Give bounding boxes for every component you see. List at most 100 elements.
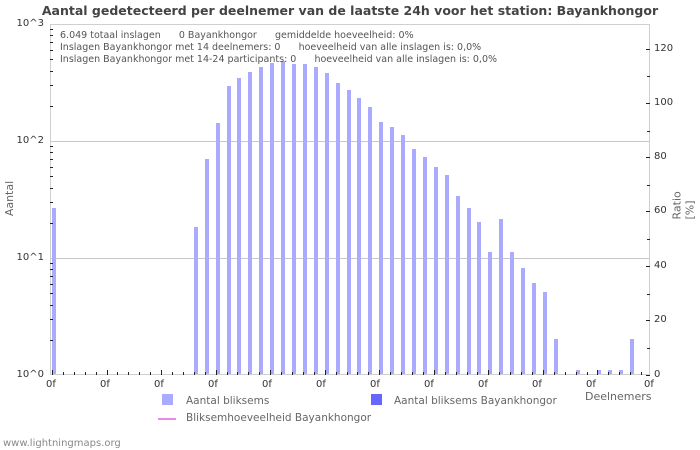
y-minor-tick	[50, 50, 53, 51]
x-tick	[84, 372, 86, 375]
x-tick	[586, 372, 588, 375]
x-tick	[597, 370, 599, 375]
y-minor-tick	[50, 263, 53, 264]
bar	[270, 63, 275, 374]
bar	[390, 127, 395, 374]
x-tick	[281, 372, 283, 375]
bar	[597, 370, 602, 374]
x-tick	[215, 370, 217, 375]
bar	[466, 208, 471, 374]
bar	[193, 227, 198, 374]
bar	[357, 98, 362, 374]
x-tick	[390, 372, 392, 375]
x-tick	[62, 372, 64, 375]
x-tick	[412, 372, 413, 375]
x-tick-label: 0f	[370, 379, 380, 390]
legend-label-bliksemhoeveelheid: Bliksemhoeveelheid Bayankhongor	[186, 412, 372, 424]
y-right-minor-tick	[647, 294, 650, 295]
y-minor-tick	[50, 176, 53, 177]
bar	[608, 370, 613, 374]
bar	[433, 166, 438, 374]
bar	[281, 60, 286, 374]
x-tick	[630, 372, 632, 375]
bar	[510, 252, 515, 374]
x-tick	[52, 370, 53, 375]
y-right-minor-tick	[647, 239, 650, 240]
y-right-tick-label: 40	[654, 260, 667, 271]
y-right-tick	[646, 157, 650, 158]
x-tick	[313, 372, 315, 375]
x-tick-label: 0f	[644, 379, 654, 390]
y-minor-tick	[50, 146, 53, 147]
x-tick	[542, 370, 544, 375]
x-axis-title: Deelnemers	[585, 390, 652, 403]
legend-swatch-aantal-bliksems-station	[371, 394, 382, 405]
y-tick-label: 10^0	[16, 369, 44, 380]
x-tick	[237, 372, 239, 375]
y-right-tick	[646, 375, 650, 376]
x-tick	[73, 372, 75, 375]
x-tick	[292, 372, 293, 375]
footer-site-link[interactable]: www.lightningmaps.org	[3, 438, 121, 449]
x-tick	[172, 372, 173, 375]
legend-label-aantal-bliksems-station: Aantal bliksems Bayankhongor	[394, 395, 557, 407]
y-minor-tick	[50, 293, 53, 294]
x-tick	[117, 372, 119, 375]
x-tick-label: 0f	[208, 379, 218, 390]
x-tick-label: 0f	[100, 379, 110, 390]
bar	[335, 83, 340, 374]
x-tick	[444, 372, 446, 375]
bar-series	[51, 25, 649, 374]
x-tick	[248, 372, 250, 375]
bar	[455, 196, 460, 374]
y-axis-title: Aantal	[3, 180, 17, 217]
stats-line-2: Inslagen Bayankhongor met 14 deelnemers:…	[60, 42, 482, 53]
x-tick-label: 0f	[586, 379, 596, 390]
y-minor-tick	[50, 223, 53, 224]
y-right-tick-label: 80	[654, 151, 667, 162]
x-tick	[499, 372, 501, 375]
y-minor-tick	[50, 85, 53, 86]
y-minor-tick	[50, 305, 53, 306]
x-tick	[335, 372, 337, 375]
x-tick	[510, 372, 512, 375]
bar	[499, 219, 504, 374]
x-tick	[466, 372, 468, 375]
y-right-minor-tick	[647, 185, 650, 186]
y-minor-tick	[50, 340, 53, 341]
bar	[215, 122, 220, 374]
stats-line-3: Inslagen Bayankhongor met 14-24 particip…	[60, 54, 498, 65]
x-tick	[193, 372, 195, 375]
y-tick-label: 10^3	[16, 18, 44, 29]
x-tick-label: 0f	[316, 379, 326, 390]
bar	[412, 148, 416, 374]
bar	[488, 252, 493, 374]
bar	[575, 370, 580, 374]
y-minor-tick	[50, 319, 53, 320]
x-tick	[608, 372, 610, 375]
bar	[401, 135, 406, 374]
y-right-tick-label: 120	[654, 43, 674, 54]
bar	[630, 338, 635, 374]
y-right-minor-tick	[647, 131, 650, 132]
x-tick	[553, 372, 555, 375]
bar	[553, 338, 558, 374]
legend-label-aantal-bliksems: Aantal bliksems	[186, 395, 270, 407]
y-minor-tick	[50, 71, 53, 72]
x-tick-label: 0f	[262, 379, 272, 390]
x-tick	[128, 372, 130, 375]
x-tick	[204, 372, 206, 375]
x-tick	[532, 372, 533, 375]
x-tick	[379, 370, 381, 375]
x-tick	[324, 370, 326, 375]
y-axis-right-title: Ratio [%]	[670, 191, 697, 220]
bar	[313, 67, 318, 374]
bar	[368, 107, 373, 374]
x-tick	[422, 372, 424, 375]
y-right-minor-tick	[647, 348, 650, 349]
y-right-minor-tick	[647, 76, 650, 77]
bar	[521, 268, 526, 374]
y-right-tick-label: 60	[654, 205, 667, 216]
x-tick	[302, 372, 304, 375]
x-tick	[619, 372, 621, 375]
